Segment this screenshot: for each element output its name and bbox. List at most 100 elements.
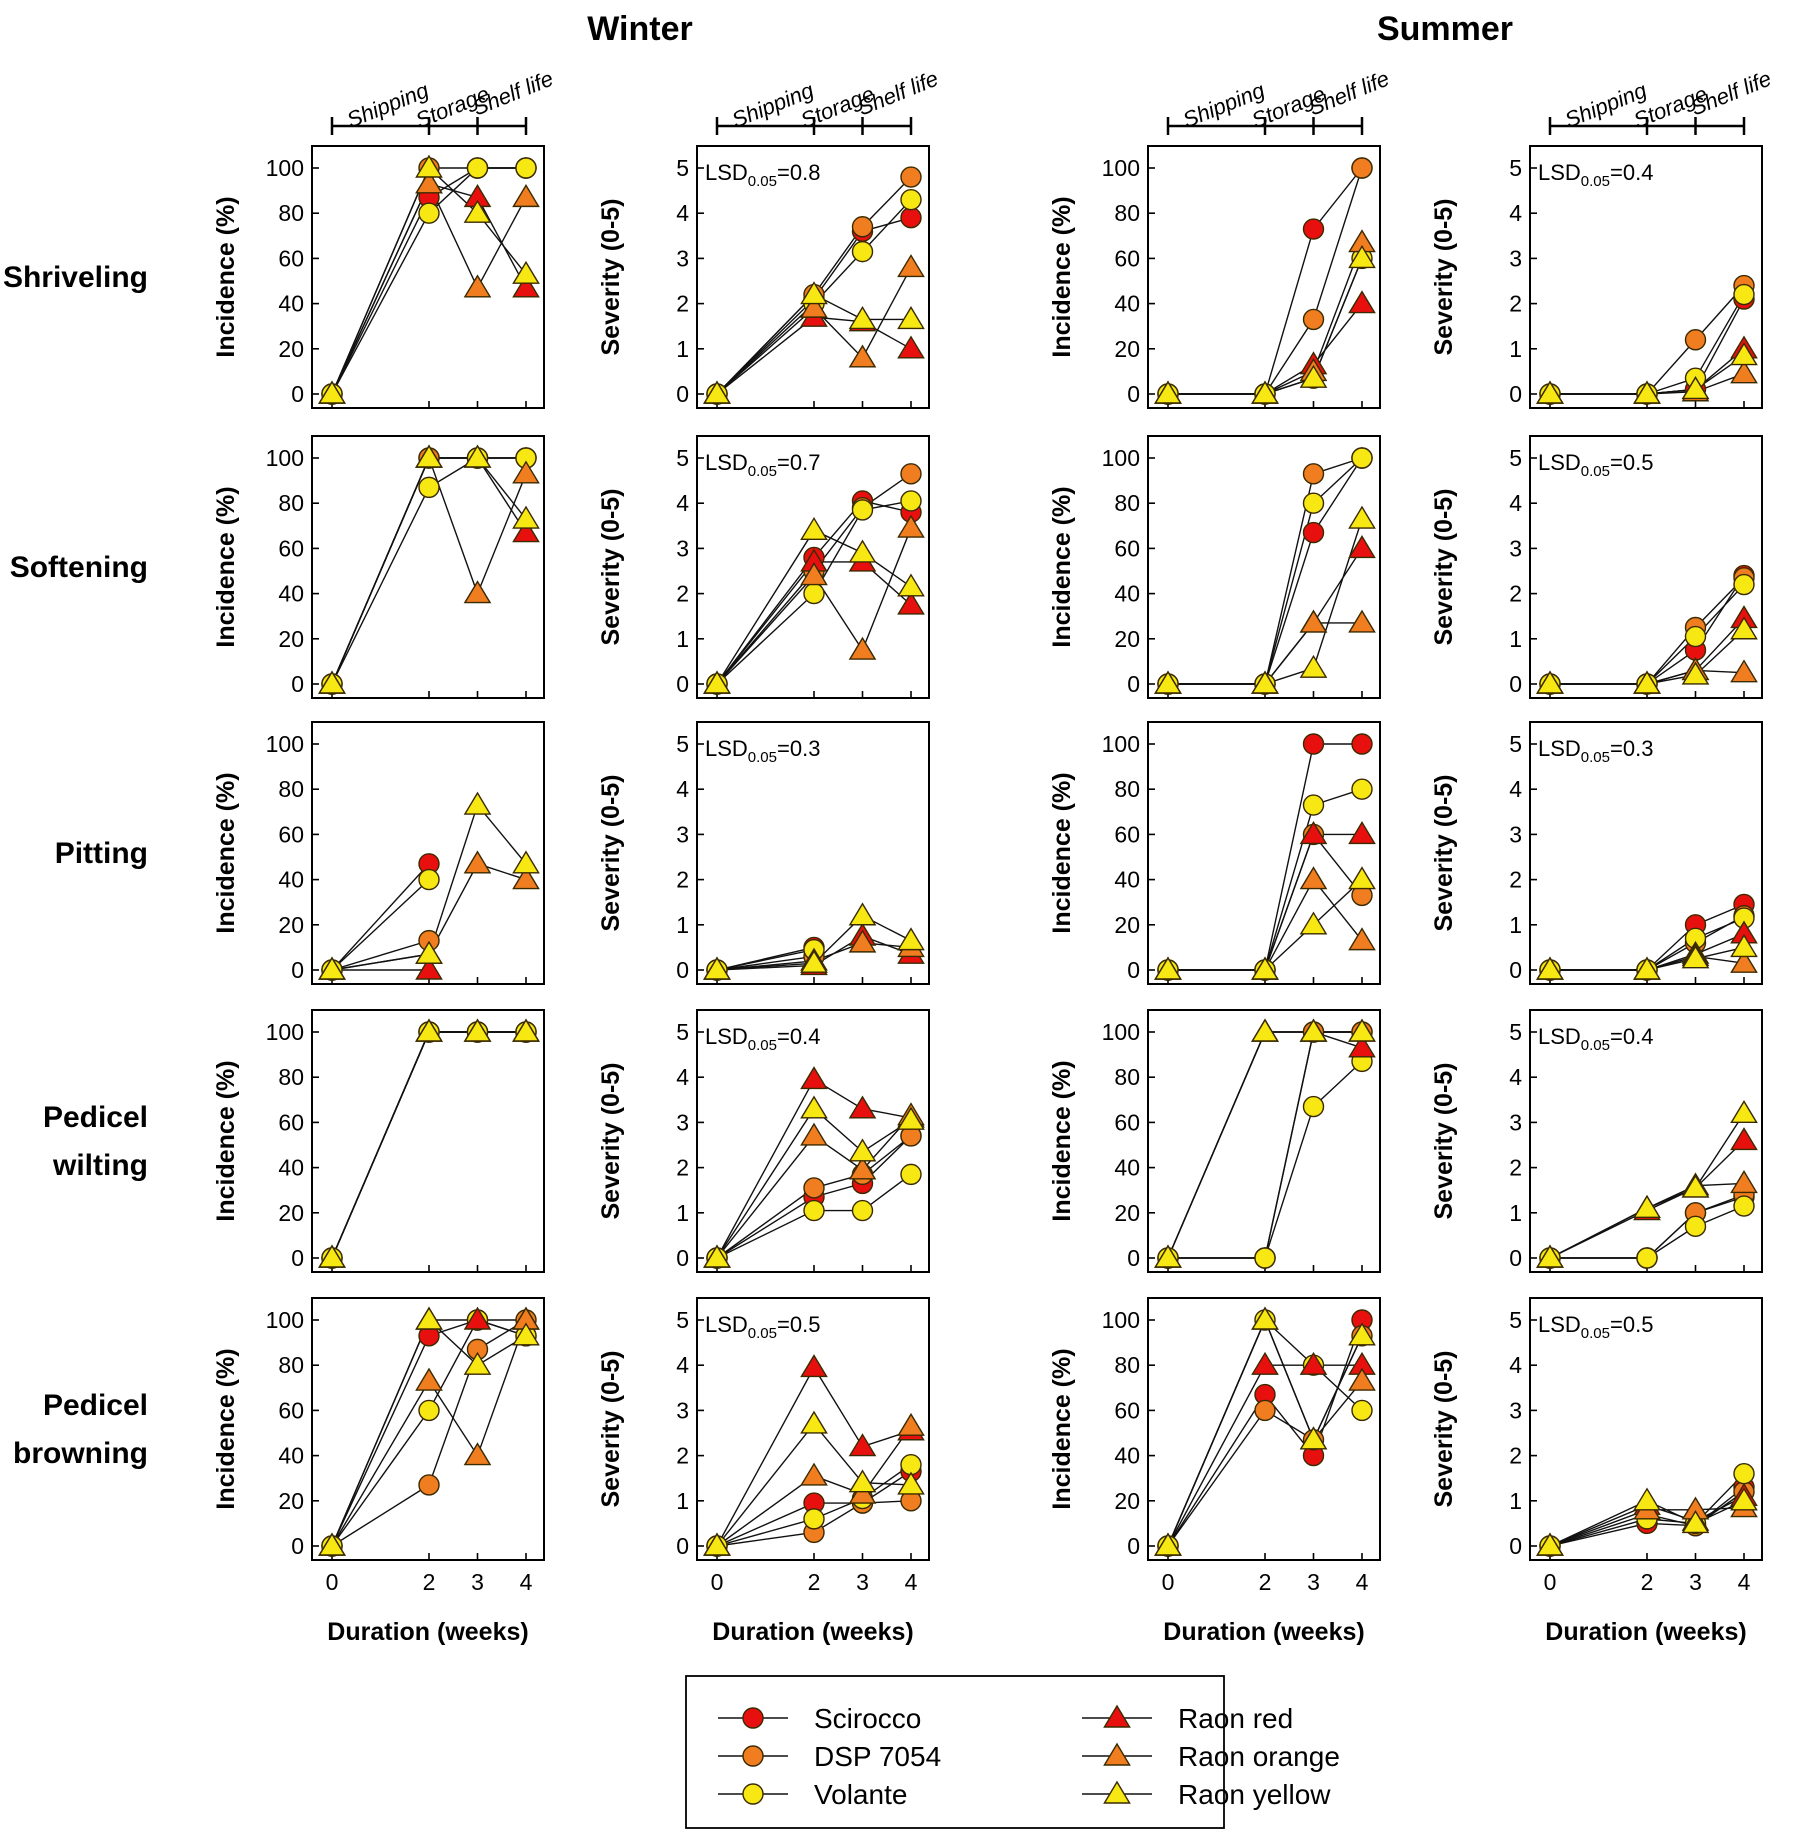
data-point <box>463 1351 492 1375</box>
y-tick-label: 0 <box>291 671 304 697</box>
plot-frame <box>1147 145 1381 409</box>
y-tick-label: 60 <box>1114 535 1140 561</box>
y-tick-label: 3 <box>676 821 689 847</box>
data-point <box>1730 1099 1758 1124</box>
data-point <box>1730 949 1758 973</box>
series-line-volante <box>716 199 912 395</box>
panel-summer-pedicel-browning-severity: 0 1 2 3 4 5 0 2 3 4 Severity (0-5) Duration (weeks)… <box>1430 1297 1763 1646</box>
y-tick-label: 20 <box>1114 1488 1140 1514</box>
data-point <box>851 240 874 263</box>
data-point <box>848 344 877 368</box>
data-point <box>415 154 443 178</box>
data-point <box>803 1177 825 1199</box>
series-line-scirocco <box>716 500 912 685</box>
series-line-raon-yellow <box>1167 1318 1363 1547</box>
series-line-dsp-7054 <box>331 1031 526 1259</box>
data-point <box>1681 1174 1710 1198</box>
data-point <box>1299 1426 1328 1450</box>
panel-winter-softening-incidence: 0 20 40 60 80 100 Incidence (%) <box>212 435 545 699</box>
series-line-raon-orange <box>716 527 912 685</box>
y-tick-label: 100 <box>266 731 304 757</box>
data-point <box>1733 1195 1755 1217</box>
y-tick-label: 40 <box>1114 1155 1140 1181</box>
data-point <box>1348 290 1376 314</box>
data-point <box>463 850 492 874</box>
data-point <box>897 591 925 615</box>
lsd-annotation: LSD0.05=0.5 <box>1538 1312 1653 1342</box>
data-point <box>1299 911 1328 935</box>
data-point <box>1348 245 1376 269</box>
data-point <box>1251 956 1279 980</box>
data-point <box>897 335 925 359</box>
data-point <box>463 1306 492 1330</box>
y-axis-label: Severity (0-5) <box>597 198 625 355</box>
data-point <box>897 514 925 538</box>
y-tick-label: 0 <box>676 957 689 983</box>
data-point <box>848 539 877 563</box>
y-axis-label: Incidence (%) <box>212 772 240 933</box>
data-point <box>800 294 828 318</box>
data-point <box>1154 1532 1182 1556</box>
data-point <box>1733 283 1755 306</box>
y-tick-label: 0 <box>676 381 689 407</box>
y-tick-label: 5 <box>676 731 689 757</box>
data-point <box>1730 360 1758 384</box>
data-point <box>1251 1351 1279 1375</box>
series-line-raon-orange <box>1167 1031 1362 1259</box>
data-point <box>1302 308 1325 331</box>
plot-frame <box>1147 1009 1381 1273</box>
series-line-raon-orange <box>1549 1182 1745 1259</box>
series-line-raon-yellow <box>1168 879 1363 971</box>
lsd-annotation: LSD0.05=0.3 <box>705 736 820 766</box>
data-point <box>703 1244 731 1268</box>
data-point <box>851 216 874 238</box>
data-point <box>703 670 731 694</box>
y-tick-label: 2 <box>676 867 689 893</box>
data-point <box>848 1138 877 1162</box>
y-axis-label: Severity (0-5) <box>1430 1350 1458 1507</box>
y-tick-label: 1 <box>676 336 689 362</box>
series-line-scirocco <box>1168 167 1363 395</box>
data-point <box>800 562 828 586</box>
series-line-dsp-7054 <box>716 955 815 971</box>
data-point <box>848 1433 877 1457</box>
phase-label: Shelf life <box>1305 66 1393 121</box>
series-line-dsp-7054 <box>331 939 430 971</box>
data-point <box>1636 1247 1658 1269</box>
y-tick-label: 20 <box>278 626 304 652</box>
data-point <box>415 940 443 964</box>
y-tick-label: 1 <box>1509 912 1522 938</box>
y-tick-label: 20 <box>1114 912 1140 938</box>
lsd-annotation: LSD0.05=0.4 <box>1538 160 1653 190</box>
y-tick-label: 40 <box>278 581 304 607</box>
data-point <box>1633 380 1661 404</box>
y-axis-label: Incidence (%) <box>212 1348 240 1509</box>
y-tick-label: 80 <box>278 200 304 226</box>
series-line-raon-yellow <box>1549 1500 1745 1547</box>
data-point <box>1536 956 1564 980</box>
series-line-raon-yellow <box>331 1318 527 1547</box>
plot-frame <box>696 145 930 409</box>
data-point <box>1251 670 1279 694</box>
y-tick-label: 0 <box>1509 1533 1522 1559</box>
series-line-volante <box>331 1319 527 1547</box>
series-line-volante <box>1168 258 1363 395</box>
y-tick-label: 100 <box>1102 1307 1140 1333</box>
data-point <box>415 1306 443 1330</box>
data-point <box>1684 329 1707 351</box>
series-line-raon-yellow <box>1550 946 1745 971</box>
y-tick-label: 2 <box>1509 291 1522 317</box>
data-point <box>1633 956 1661 980</box>
y-tick-label: 40 <box>278 291 304 317</box>
plot-frame <box>1529 145 1763 409</box>
y-tick-label: 2 <box>676 1155 689 1181</box>
data-point <box>1351 733 1373 755</box>
legend-label: Raon orange <box>1178 1741 1340 1772</box>
series-line-raon-orange <box>716 1115 912 1259</box>
y-tick-label: 0 <box>1127 957 1140 983</box>
y-tick-label: 40 <box>1114 581 1140 607</box>
series-line-volante <box>331 457 526 685</box>
data-point <box>1348 821 1376 845</box>
y-tick-label: 5 <box>1509 1307 1522 1333</box>
data-point <box>1351 1399 1373 1422</box>
